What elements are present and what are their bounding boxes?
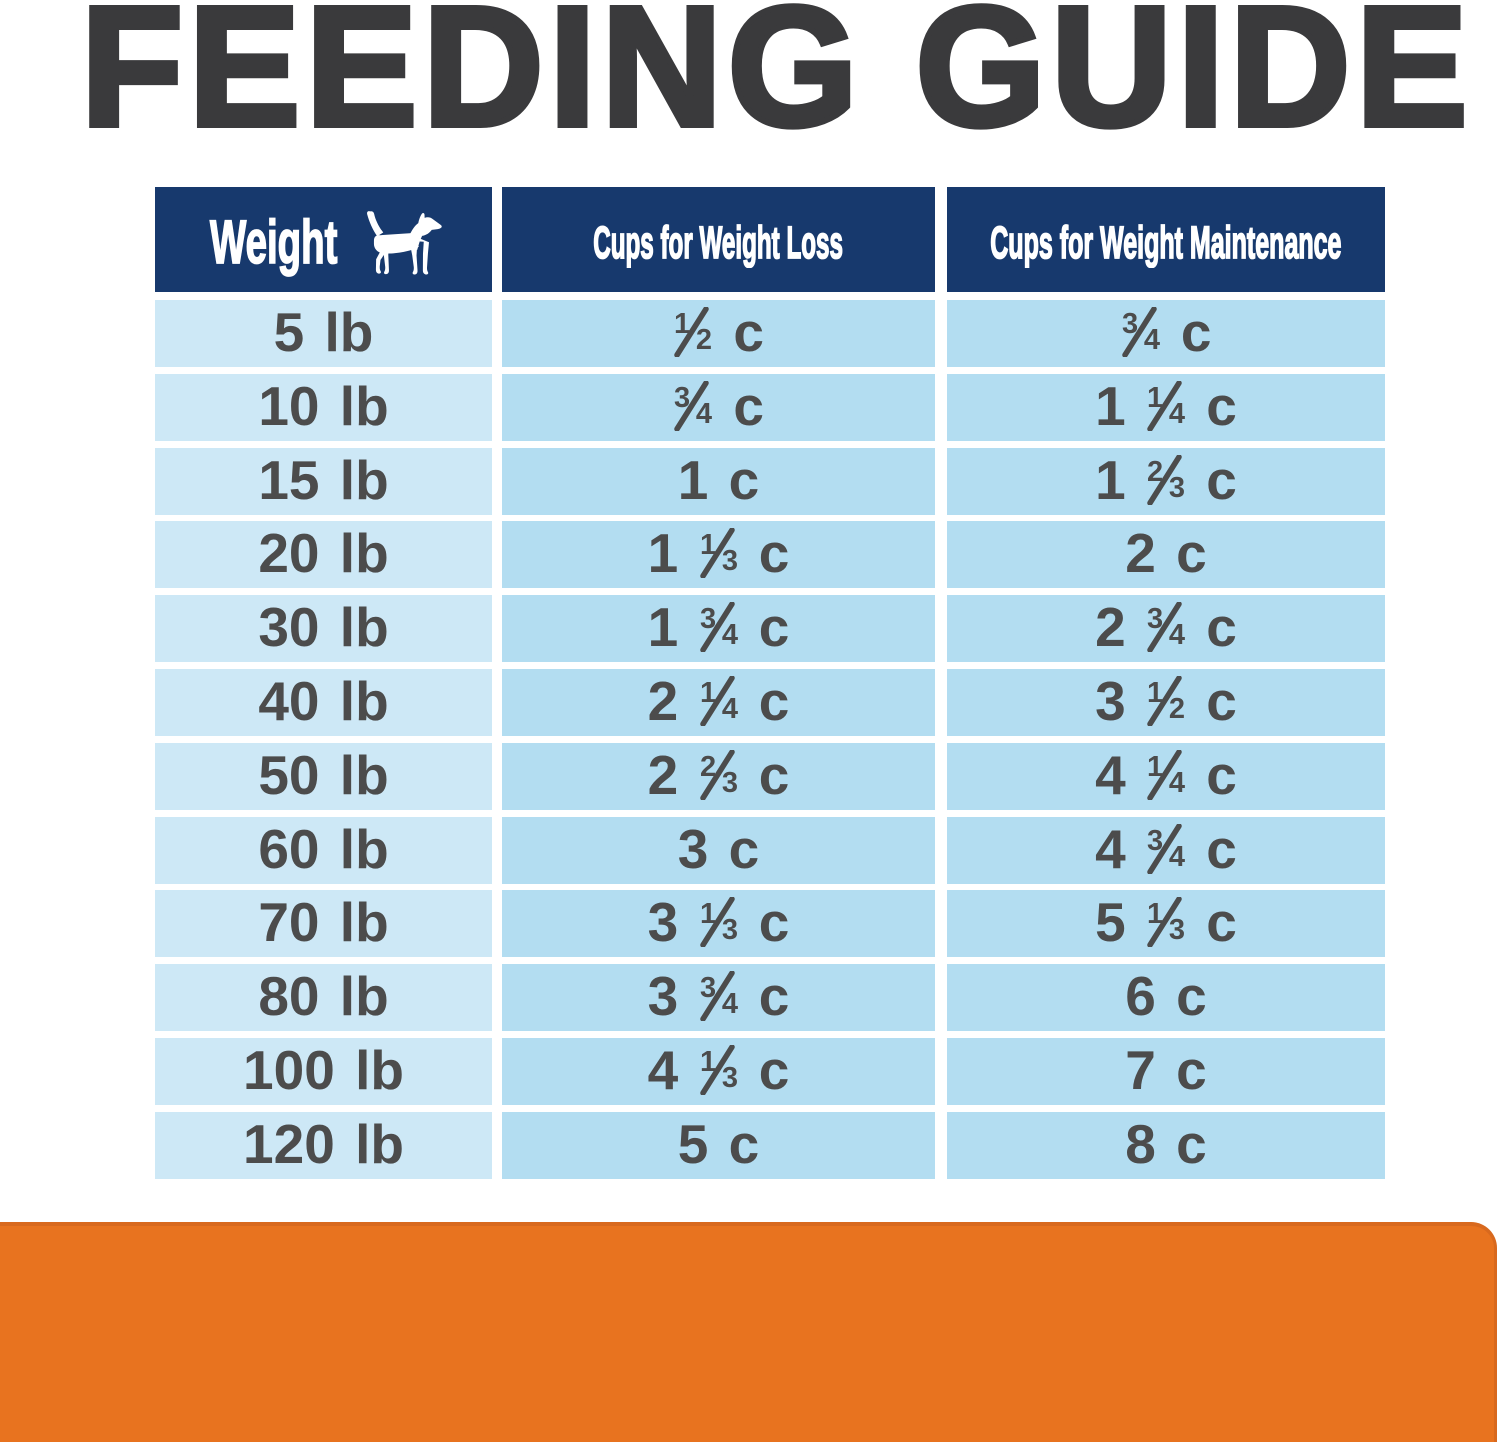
svg-text:2: 2	[1169, 693, 1185, 725]
svg-text:1: 1	[700, 677, 716, 709]
svg-text:1: 1	[674, 308, 690, 340]
svg-text:4: 4	[721, 988, 737, 1020]
svg-text:3: 3	[1147, 603, 1163, 635]
svg-text:4: 4	[1169, 841, 1185, 873]
svg-text:3: 3	[1169, 914, 1185, 946]
svg-text:2: 2	[700, 751, 716, 783]
svg-text:1: 1	[1147, 677, 1163, 709]
svg-text:3: 3	[721, 1062, 737, 1094]
svg-text:4: 4	[696, 398, 712, 430]
svg-text:3: 3	[721, 914, 737, 946]
svg-text:4: 4	[721, 693, 737, 725]
svg-text:4: 4	[1169, 767, 1185, 799]
svg-text:2: 2	[696, 324, 712, 356]
svg-text:4: 4	[1143, 324, 1159, 356]
svg-text:2: 2	[1147, 456, 1163, 488]
svg-text:4: 4	[1169, 619, 1185, 651]
svg-text:1: 1	[700, 529, 716, 561]
svg-text:4: 4	[721, 619, 737, 651]
svg-text:3: 3	[1169, 472, 1185, 504]
svg-text:3: 3	[721, 767, 737, 799]
svg-text:3: 3	[1122, 308, 1138, 340]
svg-text:4: 4	[1169, 398, 1185, 430]
svg-text:1: 1	[1147, 382, 1163, 414]
svg-text:3: 3	[674, 382, 690, 414]
svg-text:3: 3	[700, 972, 716, 1004]
svg-text:1: 1	[1147, 898, 1163, 930]
svg-text:3: 3	[1147, 825, 1163, 857]
svg-text:3: 3	[721, 545, 737, 577]
svg-text:3: 3	[700, 603, 716, 635]
svg-text:1: 1	[700, 1046, 716, 1078]
svg-text:1: 1	[1147, 751, 1163, 783]
svg-text:1: 1	[700, 898, 716, 930]
